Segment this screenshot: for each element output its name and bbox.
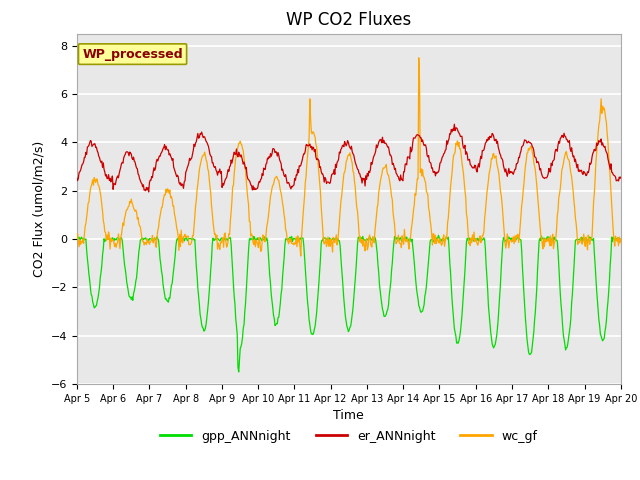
X-axis label: Time: Time: [333, 409, 364, 422]
Y-axis label: CO2 Flux (umol/m2/s): CO2 Flux (umol/m2/s): [32, 141, 45, 277]
Text: WP_processed: WP_processed: [82, 48, 183, 60]
Legend: gpp_ANNnight, er_ANNnight, wc_gf: gpp_ANNnight, er_ANNnight, wc_gf: [155, 425, 543, 448]
Title: WP CO2 Fluxes: WP CO2 Fluxes: [286, 11, 412, 29]
